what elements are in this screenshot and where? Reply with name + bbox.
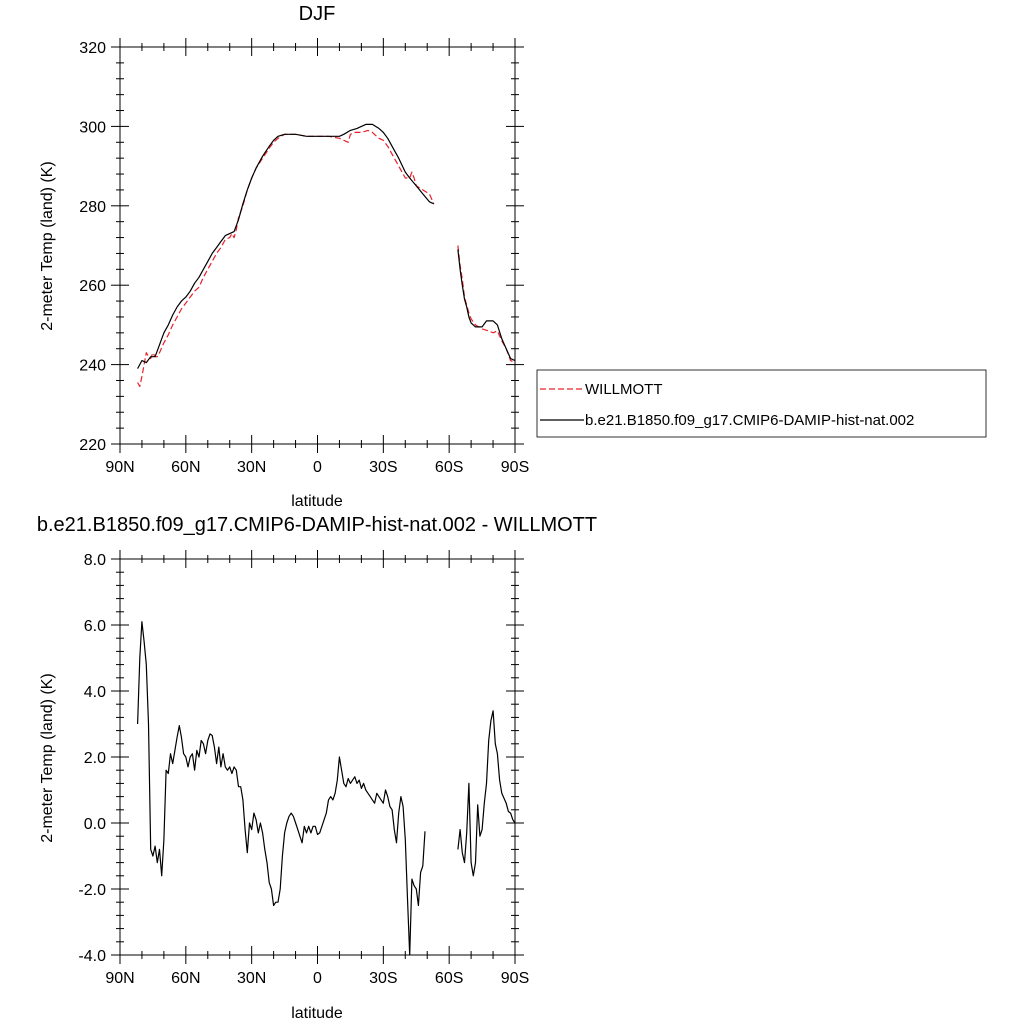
x-tick-label: 60S [435,459,463,476]
top-plot-frame [119,46,516,445]
bottom-chart-title: b.e21.B1850.f09_g17.CMIP6-DAMIP-hist-nat… [37,514,597,536]
y-tick-label: 0.0 [84,816,106,833]
y-tick-label: 320 [79,40,106,57]
legend-label-willmott: WILLMOTT [585,381,663,398]
x-tick-label: 60N [171,459,200,476]
top-ticks: 90N 60N 30N 0 30S 60S 90S 220 240 260 280 300 320 [79,38,529,476]
top-panel: DJF latitude 2-meter Temp (land) (K) 90N… [39,3,529,510]
series-line-0-segment-0 [137,621,426,956]
x-tick-label: 90N [105,970,134,987]
y-tick-label: -2.0 [78,882,106,899]
y-tick-label: 240 [79,358,106,375]
y-tick-label: -4.0 [78,948,106,965]
y-tick-label: 220 [79,437,106,454]
bottom-plot-frame [119,558,516,956]
series-line-0-segment-0 [137,129,435,387]
top-series-lines [137,123,516,387]
y-tick-label: 6.0 [84,618,106,635]
x-tick-label: 0 [313,970,322,987]
x-tick-label: 60S [435,970,463,987]
top-x-axis-label: latitude [291,493,343,510]
x-tick-label: 30N [237,459,266,476]
series-line-0-segment-1 [457,710,516,877]
bottom-x-axis-label: latitude [291,1005,343,1022]
bottom-y-axis-label: 2-meter Temp (land) (K) [39,673,56,843]
bottom-panel: b.e21.B1850.f09_g17.CMIP6-DAMIP-hist-nat… [37,514,597,1022]
x-tick-label: 60N [171,970,200,987]
top-chart-title: DJF [299,3,336,25]
x-tick-label: 30N [237,970,266,987]
bottom-ticks: 90N 60N 30N 0 30S 60S 90S -4.0 -2.0 0.0 2.0 4.0 6.0 8… [78,550,529,987]
series-line-1-segment-1 [457,249,516,362]
y-tick-label: 8.0 [84,552,106,569]
x-tick-label: 90S [501,970,529,987]
x-tick-label: 30S [369,970,397,987]
y-tick-label: 4.0 [84,684,106,701]
x-tick-label: 90S [501,459,529,476]
legend-label-model: b.e21.B1850.f09_g17.CMIP6-DAMIP-hist-nat… [585,412,914,429]
bottom-series-lines [137,621,516,956]
y-tick-label: 300 [79,119,106,136]
x-tick-label: 90N [105,459,134,476]
legend-box [536,369,987,438]
y-tick-label: 280 [79,199,106,216]
top-y-axis-label: 2-meter Temp (land) (K) [39,161,56,331]
series-line-1-segment-0 [137,123,435,369]
legend: WILLMOTT b.e21.B1850.f09_g17.CMIP6-DAMIP… [536,369,987,438]
y-tick-label: 2.0 [84,750,106,767]
x-tick-label: 30S [369,459,397,476]
y-tick-label: 260 [79,278,106,295]
x-tick-label: 0 [313,459,322,476]
